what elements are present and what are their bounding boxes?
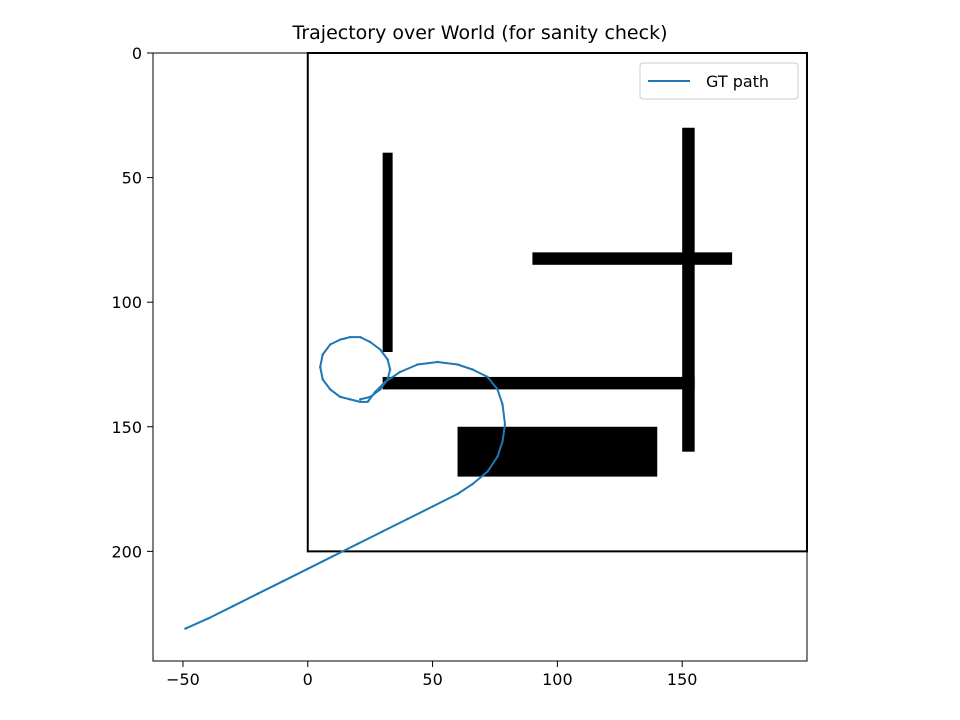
data-point: [486, 470, 489, 473]
data-point: [281, 580, 285, 583]
data-point: [306, 567, 309, 571]
data-point: [358, 335, 362, 339]
data-point: [381, 530, 384, 533]
data-point: [398, 370, 402, 374]
data-point: [378, 388, 382, 391]
data-point: [386, 358, 389, 361]
y-tick-label: 100: [111, 293, 142, 312]
obstacle-4: [382, 376, 695, 390]
data-point: [348, 398, 352, 401]
y-tick-label: 200: [111, 542, 142, 561]
data-point: [388, 368, 392, 371]
y-tick-label: 0: [132, 44, 142, 63]
x-tick-label: −50: [166, 670, 200, 689]
data-point: [496, 455, 499, 458]
data-point: [416, 363, 419, 366]
data-point: [331, 555, 334, 558]
data-point: [378, 348, 382, 351]
data-point: [366, 400, 369, 404]
data-point: [496, 388, 499, 391]
data-point: [339, 395, 342, 399]
data-point: [436, 360, 439, 364]
data-point: [431, 505, 434, 508]
data-point: [368, 340, 372, 344]
legend-label-gt-path: GT path: [706, 72, 769, 91]
data-point: [368, 395, 372, 399]
data-point: [503, 423, 507, 426]
x-tick-label: 50: [422, 670, 442, 689]
data-point: [501, 403, 504, 406]
data-point: [406, 517, 409, 521]
obstacle-1: [382, 152, 393, 353]
data-point: [319, 365, 322, 369]
data-point: [329, 388, 332, 391]
data-point: [383, 380, 387, 384]
data-point: [339, 338, 342, 341]
data-point: [256, 592, 260, 595]
y-tick-label: 150: [111, 418, 142, 437]
data-point: [329, 343, 332, 346]
legend-box: [639, 62, 799, 100]
data-point: [486, 375, 489, 379]
data-point: [321, 353, 324, 356]
data-point: [471, 368, 474, 371]
x-tick-label: 150: [667, 670, 698, 689]
obstacle-2: [682, 127, 695, 452]
data-point: [386, 378, 389, 381]
obstacle-3: [532, 252, 733, 265]
x-tick-label: 100: [542, 670, 573, 689]
chart-title: Trajectory over World (for sanity check): [292, 22, 668, 44]
legend: GT path: [639, 62, 799, 100]
data-point: [471, 482, 474, 486]
data-point: [184, 627, 187, 630]
y-tick-label: 50: [122, 169, 142, 188]
data-point: [358, 398, 362, 401]
x-tick-label: 0: [303, 670, 313, 689]
axes: −50 0 50 100 150 0 50 100 150 200: [111, 44, 808, 689]
axes-frame: [152, 52, 808, 662]
data-point: [358, 400, 362, 404]
data-point: [321, 378, 324, 381]
data-point: [456, 363, 459, 366]
data-point: [373, 390, 377, 394]
data-point: [231, 604, 235, 608]
plot-area: [184, 52, 808, 630]
data-point: [206, 617, 210, 620]
data-point: [356, 542, 359, 546]
data-point: [348, 335, 352, 339]
data-point: [501, 440, 504, 443]
obstacle-5: [457, 426, 658, 477]
data-point: [456, 492, 459, 496]
